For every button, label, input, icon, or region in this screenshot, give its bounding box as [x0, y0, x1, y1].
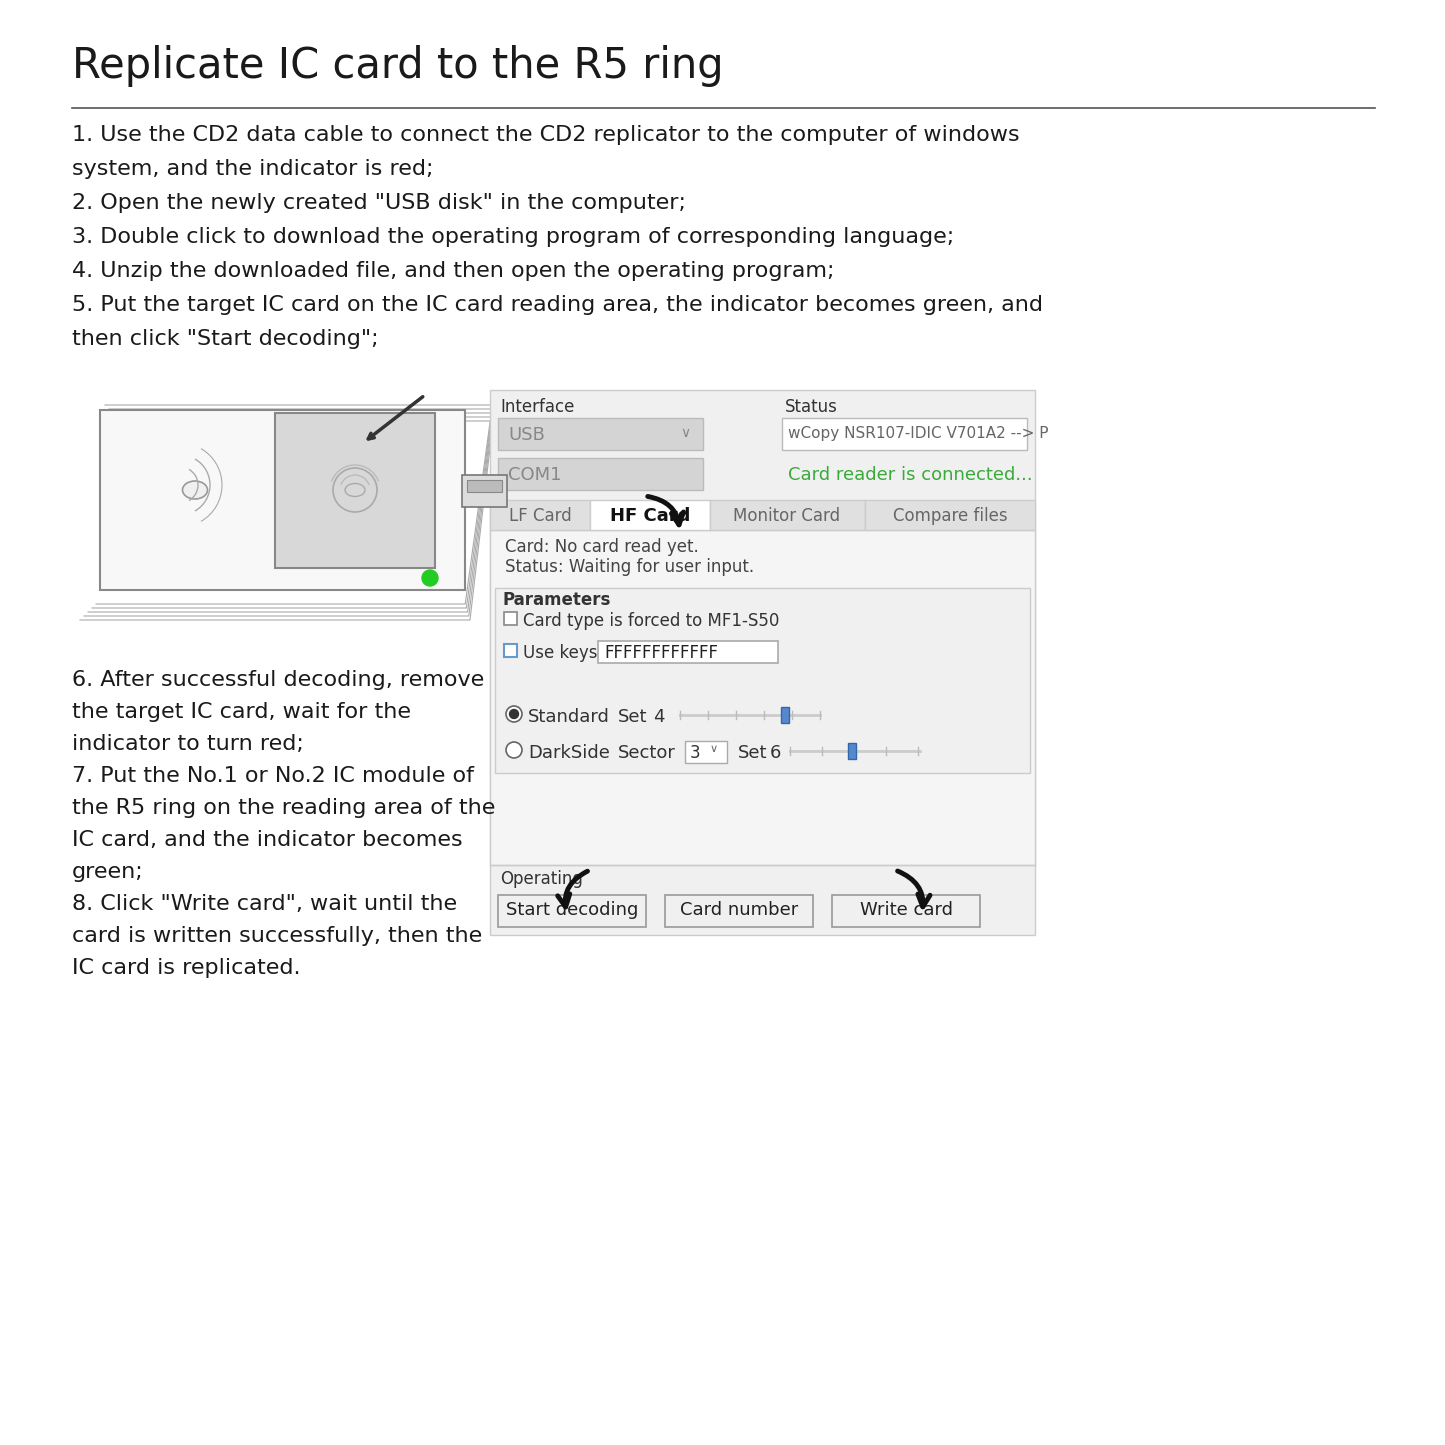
Bar	[590, 500, 709, 530]
Bar	[866, 500, 1035, 530]
Text: indicator to turn red;: indicator to turn red;	[72, 734, 303, 754]
Text: Parameters: Parameters	[501, 591, 610, 608]
Bar	[782, 418, 1027, 449]
Text: IC card, and the indicator becomes: IC card, and the indicator becomes	[72, 829, 462, 850]
Text: 5. Put the target IC card on the IC card reading area, the indicator becomes gre: 5. Put the target IC card on the IC card…	[72, 295, 1043, 315]
Bar	[462, 475, 507, 507]
Text: Card: No card read yet.: Card: No card read yet.	[504, 538, 699, 556]
Text: Card reader is connected...: Card reader is connected...	[788, 465, 1033, 484]
Text: Sector: Sector	[618, 744, 676, 762]
Text: wCopy NSR107-IDIC V701A2 --> P: wCopy NSR107-IDIC V701A2 --> P	[788, 426, 1049, 441]
Text: Operating: Operating	[500, 870, 582, 889]
Bar	[504, 613, 517, 626]
Text: LF Card: LF Card	[509, 507, 571, 525]
Text: HF Card: HF Card	[610, 507, 691, 525]
Bar	[499, 894, 646, 928]
Text: Start decoding: Start decoding	[506, 902, 639, 919]
Circle shape	[422, 569, 438, 587]
Bar	[504, 644, 517, 657]
Text: DarkSide: DarkSide	[527, 744, 610, 762]
Bar	[499, 458, 704, 490]
Text: the R5 ring on the reading area of the: the R5 ring on the reading area of the	[72, 798, 496, 818]
Text: Monitor Card: Monitor Card	[734, 507, 841, 525]
Text: IC card is replicated.: IC card is replicated.	[72, 958, 301, 978]
Text: Card number: Card number	[681, 902, 798, 919]
Text: ∨: ∨	[709, 744, 718, 754]
Text: Replicate IC card to the R5 ring: Replicate IC card to the R5 ring	[72, 45, 724, 87]
Text: 4. Unzip the downloaded file, and then open the operating program;: 4. Unzip the downloaded file, and then o…	[72, 262, 835, 280]
Bar	[832, 894, 980, 928]
Text: Compare files: Compare files	[893, 507, 1007, 525]
Text: Standard: Standard	[527, 708, 610, 725]
Text: Use keys: Use keys	[523, 644, 597, 662]
Text: 3. Double click to download the operating program of corresponding language;: 3. Double click to download the operatin…	[72, 227, 954, 247]
Ellipse shape	[345, 484, 366, 497]
Text: FFFFFFFFFFFF: FFFFFFFFFFFF	[604, 644, 718, 662]
Bar	[490, 530, 1035, 866]
Bar	[848, 743, 855, 759]
Bar	[490, 500, 590, 530]
Text: 4: 4	[653, 708, 665, 725]
Circle shape	[510, 709, 519, 718]
Bar	[467, 480, 501, 491]
Text: 8. Click "Write card", wait until the: 8. Click "Write card", wait until the	[72, 894, 457, 915]
Text: Card type is forced to MF1-S50: Card type is forced to MF1-S50	[523, 613, 779, 630]
Text: COM1: COM1	[509, 465, 562, 484]
Polygon shape	[100, 410, 465, 590]
Text: 1. Use the CD2 data cable to connect the CD2 replicator to the computer of windo: 1. Use the CD2 data cable to connect the…	[72, 126, 1020, 144]
Bar	[685, 741, 727, 763]
Bar	[598, 642, 777, 663]
Text: 7. Put the No.1 or No.2 IC module of: 7. Put the No.1 or No.2 IC module of	[72, 766, 474, 786]
Bar	[275, 413, 435, 568]
Text: system, and the indicator is red;: system, and the indicator is red;	[72, 159, 434, 179]
Bar	[490, 390, 1035, 935]
Text: Write card: Write card	[860, 902, 952, 919]
Text: Set: Set	[618, 708, 647, 725]
Circle shape	[506, 741, 522, 759]
Text: green;: green;	[72, 863, 143, 881]
Text: Interface: Interface	[500, 397, 574, 416]
Circle shape	[506, 707, 522, 722]
Text: Status: Waiting for user input.: Status: Waiting for user input.	[504, 558, 754, 577]
Text: USB: USB	[509, 426, 545, 444]
Text: Set: Set	[738, 744, 767, 762]
Bar	[780, 707, 789, 722]
Text: the target IC card, wait for the: the target IC card, wait for the	[72, 702, 410, 722]
Bar	[496, 588, 1030, 773]
Bar	[499, 418, 704, 449]
Bar	[709, 500, 866, 530]
Ellipse shape	[182, 481, 208, 499]
Text: 2. Open the newly created "USB disk" in the computer;: 2. Open the newly created "USB disk" in …	[72, 194, 686, 212]
Text: 6: 6	[770, 744, 782, 762]
Bar	[665, 894, 814, 928]
Text: Status: Status	[785, 397, 838, 416]
Text: then click "Start decoding";: then click "Start decoding";	[72, 329, 379, 350]
Text: ∨: ∨	[681, 426, 691, 439]
Text: card is written successfully, then the: card is written successfully, then the	[72, 926, 483, 946]
Text: 3: 3	[691, 744, 701, 762]
Text: 6. After successful decoding, remove: 6. After successful decoding, remove	[72, 670, 484, 691]
